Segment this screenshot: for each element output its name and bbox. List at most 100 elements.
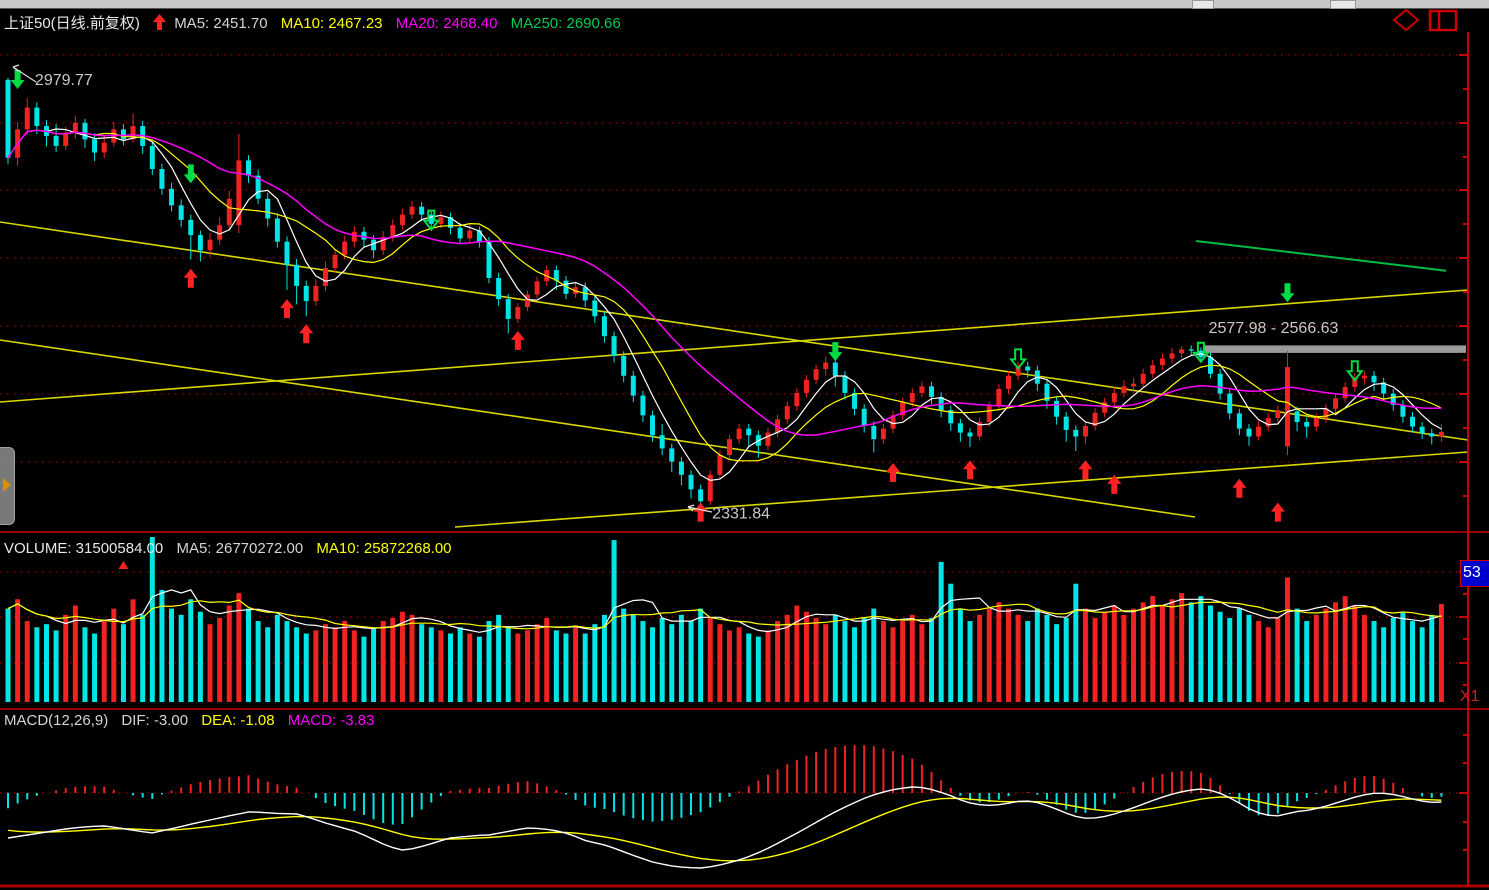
candle xyxy=(1005,375,1011,389)
split-window-icon[interactable] xyxy=(1428,9,1458,32)
volume-bar xyxy=(986,608,992,702)
volume-bar xyxy=(1313,614,1319,702)
ma20-line xyxy=(7,129,1442,437)
volume-bar xyxy=(803,611,809,702)
price-annotation: 2577.98 - 2566.63 xyxy=(1209,320,1339,337)
volume-bar xyxy=(842,621,848,702)
candle xyxy=(1054,400,1060,417)
volume-bar xyxy=(736,627,742,702)
volume-bar xyxy=(1015,614,1021,702)
candle xyxy=(1121,386,1127,393)
candle xyxy=(746,428,752,436)
candle xyxy=(1438,431,1444,437)
macd-chart[interactable] xyxy=(0,708,1489,890)
volume-bar xyxy=(1102,611,1108,702)
candle xyxy=(246,160,251,176)
volume-bar xyxy=(1150,596,1156,702)
volume-bar xyxy=(1390,617,1396,702)
volume-chart[interactable] xyxy=(0,531,1489,708)
candle xyxy=(130,126,136,140)
volume-bar xyxy=(1092,617,1098,702)
candle xyxy=(871,425,877,440)
volume-bar xyxy=(929,617,935,702)
left-panel-expander[interactable] xyxy=(0,447,15,525)
volume-bar xyxy=(63,614,69,702)
volume-bar xyxy=(832,614,838,702)
candle xyxy=(957,423,963,433)
sell-hollow-arrow-icon xyxy=(1345,360,1364,382)
volume-bar xyxy=(342,621,348,702)
volume-ma10-readout: MA10: 25872268.00 xyxy=(316,540,452,557)
candle xyxy=(1073,429,1079,437)
volume-bar xyxy=(727,630,732,702)
candle xyxy=(986,406,992,422)
volume-bar xyxy=(755,636,761,702)
volume-bar xyxy=(794,605,800,702)
buy-arrow-icon xyxy=(1270,502,1285,522)
candle xyxy=(813,369,819,380)
candle xyxy=(803,379,809,393)
candle xyxy=(63,132,69,146)
buy-arrow-icon xyxy=(299,324,314,344)
buy-arrow-icon xyxy=(1107,474,1122,494)
volume-bar xyxy=(871,608,877,702)
candle xyxy=(1429,433,1435,437)
volume-bar xyxy=(650,627,656,702)
candle xyxy=(265,198,271,219)
diamond-icon[interactable] xyxy=(1392,8,1420,32)
buy-arrow-icon xyxy=(963,460,977,480)
candle xyxy=(428,214,434,224)
volume-bar xyxy=(823,624,829,702)
volume-bar xyxy=(1025,621,1031,702)
volume-bar xyxy=(1208,605,1213,702)
volume-bar xyxy=(34,627,40,702)
gap-zone-bar xyxy=(1203,345,1466,353)
candle xyxy=(977,421,983,437)
volume-bar xyxy=(1352,605,1358,702)
candle xyxy=(1284,367,1290,447)
candle xyxy=(1015,366,1021,376)
macd-pane-header: MACD(12,26,9) DIF: -3.00 DEA: -1.08 MACD… xyxy=(4,712,383,729)
expand-right-icon xyxy=(3,478,11,492)
volume-bar xyxy=(544,617,550,702)
volume-bar xyxy=(582,633,588,702)
volume-bar xyxy=(207,624,213,702)
volume-bar xyxy=(1294,608,1300,702)
candle xyxy=(890,415,896,429)
candle xyxy=(294,264,300,286)
candle xyxy=(476,230,482,242)
candle xyxy=(784,406,790,420)
candle xyxy=(534,281,540,295)
macd-name: MACD(12,26,9) xyxy=(4,712,109,729)
sell-arrow-icon xyxy=(1280,283,1295,303)
volume-bar xyxy=(1381,627,1387,702)
candle xyxy=(169,188,175,206)
volume-bar xyxy=(515,633,521,702)
volume-bar xyxy=(1082,608,1088,702)
candle xyxy=(909,392,915,403)
volume-scale-badge: 53 xyxy=(1460,560,1489,587)
volume-bar xyxy=(890,627,896,702)
volume-bar xyxy=(255,621,261,702)
candle xyxy=(1333,398,1339,409)
price-annotation: 2979.77 xyxy=(35,72,93,89)
candlestick-pane-header: 上证50(日线.前复权) MA5: 2451.70 MA10: 2467.23 … xyxy=(4,12,630,34)
candle xyxy=(1092,412,1098,426)
volume-bar xyxy=(1054,624,1060,702)
volume-bar xyxy=(140,614,146,702)
candle xyxy=(53,135,59,146)
candle xyxy=(486,241,492,278)
candle xyxy=(1361,375,1367,379)
candle xyxy=(563,280,569,294)
candle xyxy=(1400,404,1406,417)
volume-bar xyxy=(784,614,790,702)
candle xyxy=(217,225,223,240)
candle xyxy=(149,145,155,170)
candle xyxy=(659,435,665,449)
candle xyxy=(669,448,675,462)
volume-bar xyxy=(563,633,569,702)
volume-bar xyxy=(82,627,88,702)
candlestick-chart[interactable]: 2979.77 2577.98 - 2566.63 2331.84 xyxy=(0,0,1489,531)
volume-bar xyxy=(1227,617,1233,702)
